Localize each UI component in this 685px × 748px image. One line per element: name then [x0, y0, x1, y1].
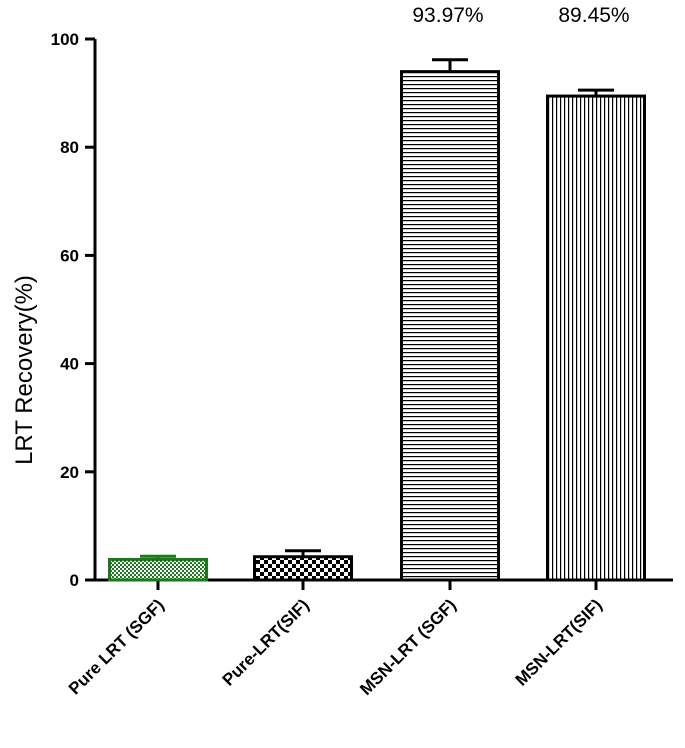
bar-1 [108, 557, 208, 582]
y-tick-label: 20 [60, 463, 79, 482]
y-axis-label: LRT Recovery(%) [11, 275, 38, 465]
category-label: Pure-LRT(SIF) [219, 595, 313, 689]
y-tick-label: 100 [51, 30, 79, 49]
category-label: MSN-LRT(SIF) [512, 595, 606, 689]
y-tick-label: 40 [60, 355, 79, 374]
category-label: MSN-LRT (SGF) [356, 595, 460, 699]
bar-4 [546, 94, 646, 582]
bar-2 [253, 555, 353, 582]
category-label: Pure LRT (SGF) [65, 595, 168, 698]
data-label: 93.97% [412, 4, 483, 27]
y-tick-label: 0 [70, 571, 79, 590]
bars [108, 58, 646, 582]
bar-3 [400, 70, 500, 582]
y-tick-label: 60 [60, 246, 79, 265]
y-tick-label: 80 [60, 138, 79, 157]
data-label: 89.45% [558, 4, 629, 27]
labels: Pure LRT (SGF) Pure-LRT(SIF) MSN-LRT (SGF)… [65, 4, 630, 699]
